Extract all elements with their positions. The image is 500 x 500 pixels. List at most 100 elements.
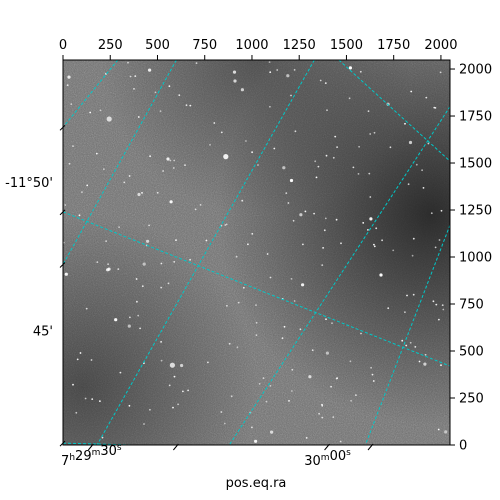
star <box>251 426 253 429</box>
star <box>180 363 184 368</box>
star <box>173 159 176 162</box>
star <box>355 394 357 396</box>
star <box>236 346 239 349</box>
y-tick-label: 1250 <box>459 204 492 219</box>
star <box>96 261 99 263</box>
star <box>255 304 257 306</box>
star <box>175 239 177 242</box>
star <box>325 318 327 321</box>
star <box>323 229 326 232</box>
star <box>379 273 383 277</box>
dec-tick-mark <box>59 440 66 447</box>
star <box>423 362 427 366</box>
star <box>421 169 423 172</box>
star <box>162 170 165 172</box>
star <box>414 346 417 348</box>
star <box>412 293 415 296</box>
star <box>245 140 247 142</box>
star <box>134 75 137 77</box>
star <box>305 437 308 439</box>
x-tick-label: 750 <box>192 38 217 53</box>
star <box>269 276 272 279</box>
star <box>412 237 415 240</box>
star <box>314 160 317 163</box>
star <box>199 204 202 206</box>
star <box>137 192 141 197</box>
ra-tick-mark <box>87 443 94 451</box>
star <box>367 110 370 113</box>
star <box>220 411 223 413</box>
star <box>411 254 414 257</box>
star <box>268 61 271 63</box>
star <box>119 371 122 374</box>
star <box>255 321 258 324</box>
star <box>422 187 425 189</box>
star <box>293 300 296 302</box>
star <box>159 110 162 113</box>
star <box>141 285 144 288</box>
star <box>148 68 152 72</box>
star <box>291 390 293 392</box>
star <box>135 278 138 280</box>
star <box>70 103 73 105</box>
star <box>129 316 131 319</box>
star <box>313 212 315 215</box>
star <box>128 175 131 177</box>
star <box>331 322 333 325</box>
star <box>156 191 159 194</box>
star <box>372 380 375 382</box>
star <box>321 404 324 407</box>
star <box>91 398 94 400</box>
star <box>247 243 249 246</box>
star <box>358 145 360 148</box>
star <box>406 294 408 297</box>
star <box>336 377 338 379</box>
y-tick-label: 1000 <box>459 251 492 266</box>
star <box>368 172 371 175</box>
star <box>401 339 404 342</box>
dec-tick-mark <box>59 209 66 216</box>
x-tick-label: 250 <box>98 38 123 53</box>
star <box>269 71 272 74</box>
y-tick-label: 2000 <box>459 63 492 78</box>
star <box>189 104 192 107</box>
star <box>241 199 244 202</box>
star <box>321 264 324 266</box>
star <box>90 359 93 361</box>
star <box>167 282 170 285</box>
star <box>143 423 145 425</box>
star <box>326 109 328 112</box>
x-axis-title: pos.eq.ra <box>226 476 287 491</box>
y-tick-label: 750 <box>459 298 484 313</box>
star <box>258 383 261 385</box>
star <box>425 96 428 99</box>
star-field <box>63 61 448 443</box>
star <box>189 258 192 261</box>
star <box>322 247 324 249</box>
star <box>325 351 329 355</box>
star <box>418 360 421 363</box>
grid-line-8 <box>63 442 133 445</box>
star <box>172 167 175 169</box>
star <box>335 218 338 221</box>
star <box>324 217 327 220</box>
star <box>287 202 290 204</box>
star <box>168 384 171 387</box>
star <box>415 163 418 166</box>
star <box>265 400 268 403</box>
star <box>173 375 176 378</box>
star <box>336 146 338 149</box>
star <box>424 353 427 356</box>
star <box>99 109 102 112</box>
dec-tick-label: -11°50' <box>5 176 53 191</box>
star <box>289 178 294 183</box>
star <box>148 224 151 227</box>
star <box>352 166 355 169</box>
x-tick-label: 1500 <box>330 38 363 53</box>
star <box>254 439 258 443</box>
star <box>223 422 226 425</box>
star <box>184 164 186 167</box>
star <box>133 88 135 90</box>
star <box>67 75 71 79</box>
star <box>103 168 105 171</box>
